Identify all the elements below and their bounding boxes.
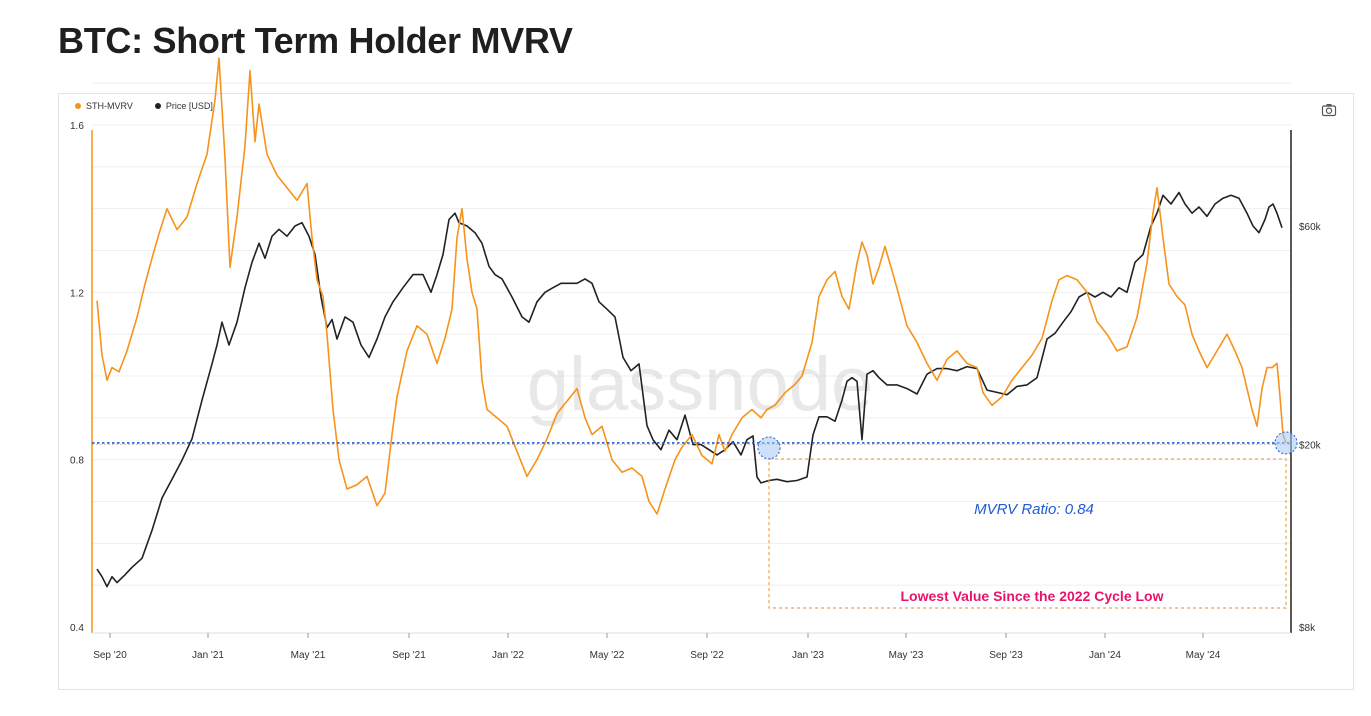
legend-item-sth-mvrv[interactable]: STH-MVRV bbox=[75, 101, 133, 111]
legend-dot-price bbox=[154, 103, 161, 109]
x-tick-label: Sep '23 bbox=[989, 650, 1023, 661]
low-marker-current bbox=[1274, 431, 1298, 455]
series-line-price bbox=[96, 191, 1283, 588]
right-tick-label: $20k bbox=[1299, 441, 1322, 452]
gridlines bbox=[92, 82, 1291, 586]
legend-label-sth-mvrv: STH-MVRV bbox=[86, 101, 133, 111]
x-tick-label: Sep '22 bbox=[690, 650, 724, 661]
right-tick-label: $60k bbox=[1299, 222, 1322, 233]
page-title: BTC: Short Term Holder MVRV bbox=[58, 20, 573, 61]
right-axis-ticks: $60k $20k $8k bbox=[1299, 222, 1322, 634]
watermark: glassnode bbox=[527, 342, 874, 427]
x-tick-label: May '22 bbox=[590, 650, 625, 661]
legend-item-price[interactable]: Price [USD] bbox=[154, 101, 213, 111]
chart-card bbox=[58, 93, 1354, 690]
x-tick-label: Jan '24 bbox=[1089, 650, 1121, 661]
x-tick-label: May '21 bbox=[291, 650, 326, 661]
x-tick-label: Jan '21 bbox=[192, 650, 224, 661]
x-tick-label: May '23 bbox=[889, 650, 924, 661]
low-marker-2022 bbox=[757, 436, 781, 460]
annotation-box bbox=[768, 458, 1287, 609]
right-tick-label: $8k bbox=[1299, 623, 1316, 634]
legend-label-price: Price [USD] bbox=[165, 101, 213, 111]
x-tick-label: Jan '22 bbox=[492, 650, 524, 661]
x-tick-label: May '24 bbox=[1186, 650, 1221, 661]
x-tick-label: Sep '20 bbox=[93, 650, 127, 661]
x-tick-label: Jan '23 bbox=[792, 650, 824, 661]
left-tick-label: 1.2 bbox=[70, 288, 84, 299]
left-tick-label: 0.4 bbox=[70, 623, 84, 634]
annotation-label: Lowest Value Since the 2022 Cycle Low bbox=[901, 588, 1164, 604]
left-tick-label: 1.6 bbox=[70, 121, 84, 132]
left-tick-label: 0.8 bbox=[70, 456, 84, 467]
reference-label: MVRV Ratio: 0.84 bbox=[974, 501, 1094, 518]
left-axis-ticks: 1.6 1.2 0.8 0.4 bbox=[70, 121, 84, 634]
series-line-sth-mvrv bbox=[96, 57, 1287, 515]
legend-dot-sth-mvrv bbox=[75, 103, 81, 109]
camera-icon[interactable] bbox=[1321, 103, 1337, 117]
x-axis-ticks: Sep '20 Jan '21 May '21 Sep '21 Jan '22 May '… bbox=[93, 633, 1221, 661]
x-tick-label: Sep '21 bbox=[392, 650, 426, 661]
chart-legend: STH-MVRV Price [USD] bbox=[75, 101, 213, 111]
